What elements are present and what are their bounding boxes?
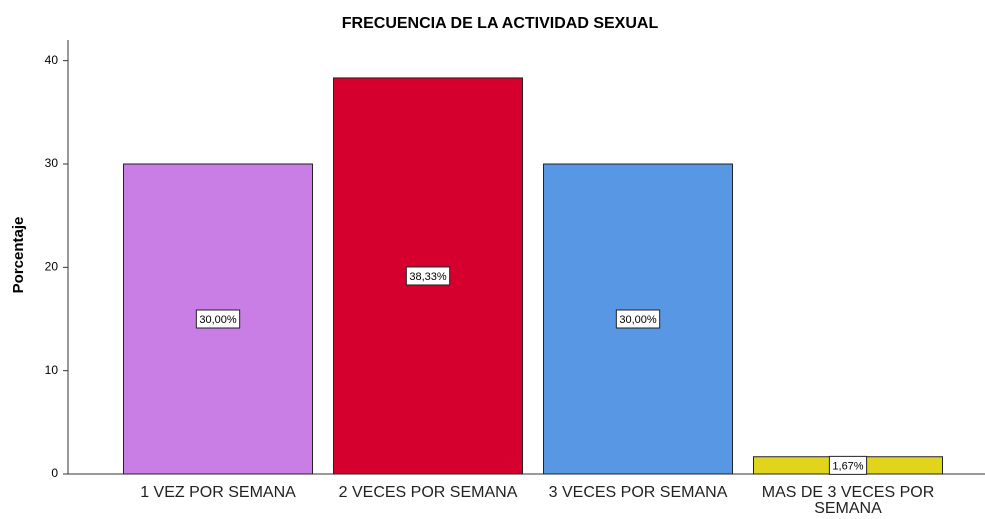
y-axis-label: Porcentaje <box>10 217 27 294</box>
value-label-box <box>615 309 661 329</box>
value-label: 1,67% <box>832 460 863 472</box>
value-label: 30,00% <box>619 314 657 326</box>
value-label-box <box>195 309 241 329</box>
y-tick-label: 30 <box>45 156 59 170</box>
x-tick-label: MAS DE 3 VECES POR SEMANA <box>761 484 935 517</box>
value-label-box <box>405 266 451 286</box>
chart-title: FRECUENCIA DE LA ACTIVIDAD SEXUAL <box>342 15 659 32</box>
x-tick-label: 2 VECES POR SEMANA <box>338 484 518 501</box>
x-tick-label: 3 VECES POR SEMANA <box>548 484 728 501</box>
y-tick-label: 0 <box>51 466 58 480</box>
value-label-box <box>828 455 868 475</box>
value-label: 38,33% <box>409 271 447 283</box>
x-tick-label: 1 VEZ POR SEMANA <box>140 484 296 501</box>
y-tick-label: 20 <box>45 260 59 274</box>
value-label: 30,00% <box>199 314 237 326</box>
y-tick-label: 10 <box>45 363 59 377</box>
y-tick-label: 40 <box>45 53 59 67</box>
